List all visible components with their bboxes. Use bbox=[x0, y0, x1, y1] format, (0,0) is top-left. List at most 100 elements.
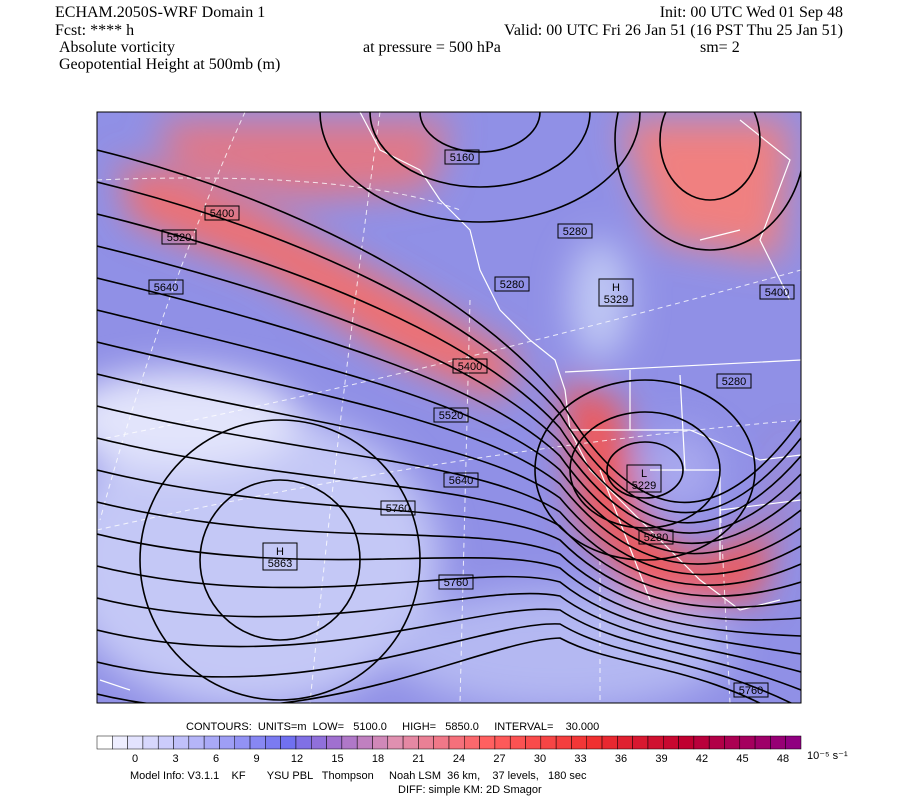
contour-line bbox=[139, 419, 421, 701]
contour-label-box bbox=[148, 279, 184, 295]
contour-line bbox=[97, 592, 801, 673]
contour-label: 5280 bbox=[644, 532, 668, 544]
colorbar-swatch bbox=[173, 735, 190, 750]
contour-line bbox=[534, 379, 756, 561]
colorbar-swatch bbox=[617, 735, 633, 750]
contour-label-box bbox=[204, 205, 240, 221]
colorbar-tick-label: 3 bbox=[172, 753, 178, 765]
colorbar-tick-label: 42 bbox=[696, 753, 708, 765]
colorbar-swatch bbox=[341, 735, 358, 750]
contour-line bbox=[199, 479, 361, 641]
colorbar-swatch bbox=[418, 735, 434, 750]
contour-line bbox=[97, 437, 801, 597]
colorbar-tick-label: 48 bbox=[777, 753, 789, 765]
colorbar-tick-label: 24 bbox=[453, 753, 465, 765]
colorbar: 0 3 6 9 12 15 18 21 24 27 30 33 36 39 42 45 48 bbox=[96, 735, 802, 765]
contour-label: 5520 bbox=[439, 410, 463, 422]
contour-label: 5280 bbox=[500, 279, 524, 291]
contour-line bbox=[97, 181, 801, 514]
contour-label: 5280 bbox=[722, 376, 746, 388]
contour-line bbox=[97, 501, 801, 621]
contour-label-box bbox=[380, 500, 416, 516]
colorbar-swatch bbox=[647, 735, 664, 750]
contour-line bbox=[97, 565, 801, 655]
contour-line bbox=[614, 112, 801, 251]
header-line: sm= 2 bbox=[700, 39, 740, 56]
contour-line bbox=[97, 533, 801, 637]
colorbar-swatch bbox=[509, 735, 526, 750]
colorbar-swatch bbox=[693, 735, 710, 750]
contour-line bbox=[97, 469, 801, 609]
contour-line bbox=[97, 213, 801, 524]
header-line: Absolute vorticity bbox=[59, 39, 175, 56]
colorbar-tick-label: 33 bbox=[574, 753, 586, 765]
center-symbol: H bbox=[612, 282, 620, 294]
contour-line bbox=[659, 112, 761, 201]
colorbar-swatch bbox=[234, 735, 251, 750]
header-line: ECHAM.2050S-WRF Domain 1 bbox=[55, 4, 265, 21]
center-label-box bbox=[626, 464, 662, 493]
contour-label: 5520 bbox=[167, 232, 191, 244]
colorbar-swatch bbox=[295, 735, 312, 750]
colorbar-swatch bbox=[448, 735, 465, 750]
colorbar-swatch bbox=[249, 735, 266, 750]
colorbar-swatch bbox=[372, 735, 389, 750]
header-line: at pressure = 500 hPa bbox=[363, 39, 501, 56]
contour-line bbox=[569, 411, 721, 529]
colorbar-tick-label: 39 bbox=[655, 753, 667, 765]
contour-label-box bbox=[433, 407, 469, 423]
center-label-box bbox=[598, 278, 634, 307]
colorbar-swatch bbox=[555, 735, 572, 750]
center-value: 5329 bbox=[604, 294, 628, 306]
colorbar-tick-label: 6 bbox=[213, 753, 219, 765]
contour-line bbox=[97, 245, 801, 534]
lat-lon-grid bbox=[97, 112, 801, 703]
contour-label-box bbox=[438, 574, 474, 590]
contour-label-box bbox=[444, 149, 480, 165]
colorbar-swatch bbox=[96, 735, 113, 750]
colorbar-swatch bbox=[311, 735, 327, 750]
contour-line bbox=[97, 637, 762, 703]
contour-label-box bbox=[443, 472, 479, 488]
center-symbol: L bbox=[641, 468, 647, 480]
colorbar-swatch bbox=[678, 735, 695, 750]
colorbar-swatch bbox=[203, 735, 220, 750]
colorbar-swatch bbox=[479, 735, 496, 750]
colorbar-swatch bbox=[724, 735, 741, 750]
contour-label: 5640 bbox=[449, 475, 473, 487]
contour-line bbox=[97, 405, 801, 586]
contour-label-box bbox=[759, 284, 795, 300]
colorbar-swatch bbox=[402, 735, 419, 750]
contour-label-box bbox=[716, 373, 752, 389]
colorbar-swatch bbox=[326, 735, 343, 750]
colorbar-swatch bbox=[265, 735, 281, 750]
header-line: Geopotential Height at 500mb (m) bbox=[59, 56, 280, 73]
colorbar-swatch bbox=[785, 735, 802, 750]
contour-label: 5640 bbox=[154, 282, 178, 294]
center-value: 5863 bbox=[268, 558, 292, 570]
map-field bbox=[97, 112, 801, 703]
model-diff: DIFF: simple KM: 2D Smagor bbox=[398, 784, 542, 796]
contour-label: 5160 bbox=[450, 152, 474, 164]
colorbar-tick-label: 21 bbox=[412, 753, 424, 765]
contour-label: 5400 bbox=[210, 208, 234, 220]
colorbar-swatch bbox=[219, 735, 235, 750]
contour-line bbox=[369, 112, 591, 188]
colorbar-swatch bbox=[142, 735, 159, 750]
contour-line bbox=[97, 341, 801, 565]
contour-label-box bbox=[452, 358, 488, 374]
colorbar-tick-label: 45 bbox=[736, 753, 748, 765]
colorbar-swatch bbox=[739, 735, 756, 750]
contour-line bbox=[419, 112, 541, 153]
colorbar-swatch bbox=[540, 735, 557, 750]
contour-line bbox=[319, 112, 641, 223]
colorbar-swatch bbox=[157, 735, 174, 750]
header-line: Init: 00 UTC Wed 01 Sep 48 bbox=[660, 4, 843, 21]
colorbar-tick-label: 0 bbox=[132, 753, 138, 765]
contour-label-box bbox=[494, 276, 530, 292]
contour-line bbox=[606, 441, 684, 499]
colorbar-swatch bbox=[188, 735, 205, 750]
contour-label: 5760 bbox=[739, 685, 763, 697]
contour-line bbox=[97, 277, 801, 544]
